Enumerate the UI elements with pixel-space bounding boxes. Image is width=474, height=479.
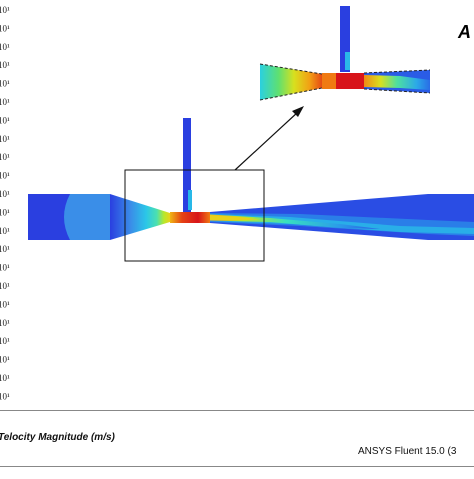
inset-wall-lines	[259, 63, 323, 101]
zoom-region-box	[124, 169, 265, 262]
jet-hotspot	[210, 215, 260, 220]
suction-pipe-jet	[188, 190, 192, 210]
legend-tick-label: 10¹	[0, 42, 10, 52]
legend-tick-label: 10¹	[0, 134, 10, 144]
legend-tick-label: 10¹	[0, 281, 10, 291]
legend-tick-label: 10¹	[0, 171, 10, 181]
footer-divider	[0, 410, 474, 411]
legend-tick-label: 10¹	[0, 244, 10, 254]
suction-pipe	[183, 118, 191, 212]
legend-tick-label: 10¹	[0, 23, 10, 33]
legend-tick-label: 10¹	[0, 391, 10, 401]
converging-section	[110, 194, 170, 240]
legend-tick-label: 10¹	[0, 60, 10, 70]
inlet-core	[64, 194, 110, 240]
color-legend: 10¹ 10¹ 10¹ 10¹ 10¹ 10¹ 10¹ 10¹ 10¹ 10¹ 10¹ 10¹ 10¹ 1…	[0, 5, 10, 401]
inset-suction-jet	[345, 52, 350, 70]
zoom-arrow-line	[234, 111, 299, 171]
diffuser-core-jet	[210, 214, 380, 229]
legend-tick-label: 10¹	[0, 115, 10, 125]
legend-tick-label: 10¹	[0, 373, 10, 383]
zoom-arrow-head	[292, 106, 304, 117]
software-caption: ANSYS Fluent 15.0 (3	[358, 446, 457, 457]
zoom-inset	[259, 6, 431, 101]
inset-diffuser-walls	[363, 69, 431, 94]
legend-tick-label: 10¹	[0, 263, 10, 273]
legend-tick-label: 10¹	[0, 318, 10, 328]
inset-diffuser-core	[364, 75, 430, 90]
legend-tick-label: 10¹	[0, 189, 10, 199]
legend-tick-label: 10¹	[0, 152, 10, 162]
legend-tick-label: 10¹	[0, 207, 10, 217]
throat	[170, 212, 210, 223]
legend-tick-label: 10¹	[0, 299, 10, 309]
inset-suction-pipe	[340, 6, 350, 72]
inset-throat-entry	[322, 73, 336, 89]
panel-letter: A	[458, 22, 471, 42]
legend-tick-label: 10¹	[0, 336, 10, 346]
legend-tick-label: 10¹	[0, 226, 10, 236]
legend-tick-label: 10¹	[0, 97, 10, 107]
venturi-contour	[28, 118, 474, 240]
footer-divider-bottom	[0, 466, 474, 467]
legend-tick-label: 10¹	[0, 79, 10, 89]
legend-tick-label: 10¹	[0, 355, 10, 365]
legend-tick-label: 10¹	[0, 5, 10, 15]
quantity-caption: Telocity Magnitude (m/s)	[0, 432, 115, 443]
